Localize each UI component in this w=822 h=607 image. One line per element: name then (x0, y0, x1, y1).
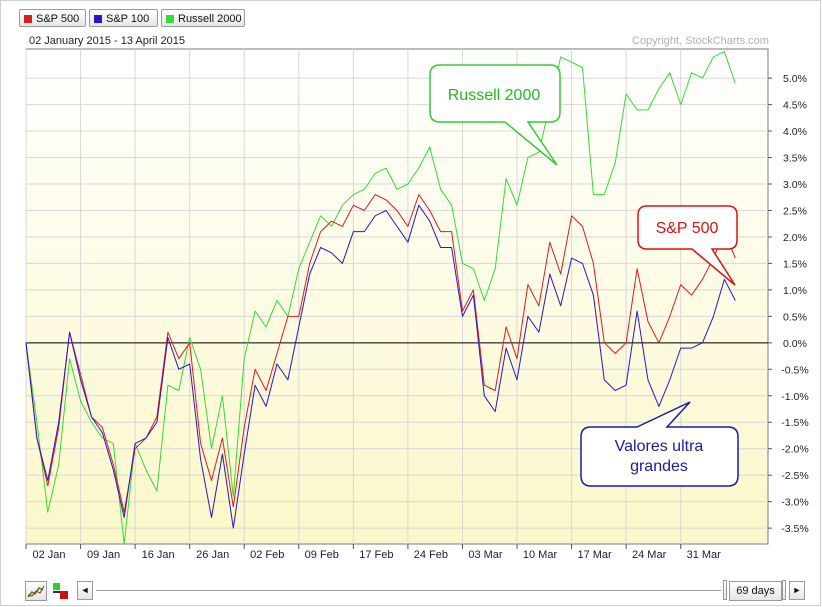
copyright-label: Copyright, StockCharts.com (632, 35, 769, 47)
x-tick-label: 09 Jan (87, 549, 120, 561)
legend-russell2000-button[interactable]: Russell 2000 (161, 9, 245, 27)
valores-callout: Valores ultra grandes (580, 401, 739, 487)
x-tick-label: 02 Feb (250, 549, 284, 561)
sp500-color-swatch (24, 15, 32, 23)
x-tick-label: 10 Mar (523, 549, 558, 561)
y-tick-label: 3.0% (783, 179, 807, 191)
x-tick-label: 16 Jan (142, 549, 175, 561)
legend-russell2000-label: Russell 2000 (178, 13, 242, 25)
y-tick-label: 1.5% (783, 258, 807, 270)
sp100-color-swatch (94, 15, 102, 23)
y-tick-label: 5.0% (783, 73, 807, 85)
line-chart: 5.0% 4.5% 4.0% 3.5% 3.0% 2.5% 2.0% 1.5% 1.0% 0.5%… (25, 48, 809, 561)
scrollbar-handle-left[interactable] (723, 580, 727, 600)
y-tick-label: -3.0% (781, 497, 808, 509)
y-tick-label: -0.5% (781, 364, 808, 376)
y-tick-label: -2.5% (781, 470, 808, 482)
date-scrollbar-track[interactable] (96, 590, 721, 591)
x-tick-label: 02 Jan (32, 549, 65, 561)
y-tick-label: 4.5% (783, 100, 807, 112)
y-tick-label: -3.5% (781, 523, 808, 535)
russell2000-callout: Russell 2000 (429, 64, 561, 166)
y-axis: 5.0% 4.5% 4.0% 3.5% 3.0% 2.5% 2.0% 1.5% 1.0% 0.5%… (768, 73, 809, 535)
legend-sp500-label: S&P 500 (36, 13, 80, 25)
scroll-left-button[interactable]: ◄ (77, 581, 93, 600)
x-tick-label: 31 Mar (687, 549, 722, 561)
line-chart-icon (27, 585, 45, 598)
y-tick-label: -1.0% (781, 391, 808, 403)
russell2000-callout-text: Russell 2000 (448, 87, 541, 104)
x-tick-label: 03 Mar (468, 549, 503, 561)
russell2000-callout-bubble (429, 64, 561, 166)
legend-sp100-label: S&P 100 (106, 13, 150, 25)
y-tick-label: 2.0% (783, 232, 807, 244)
x-tick-label: 17 Feb (359, 549, 393, 561)
sp500-callout: S&P 500 (637, 205, 738, 286)
y-tick-label: -1.5% (781, 417, 808, 429)
x-tick-label: 24 Mar (632, 549, 667, 561)
series-line-s-p-500 (25, 194, 736, 513)
chart-type-button[interactable] (25, 581, 47, 601)
scrollbar-handle-right[interactable] (782, 580, 786, 600)
y-tick-label: 4.0% (783, 126, 807, 138)
sp500-callout-bubble (637, 205, 738, 286)
days-range-label[interactable]: 69 days (729, 581, 782, 601)
x-tick-label: 26 Jan (196, 549, 229, 561)
y-tick-label: 0.5% (783, 311, 807, 323)
series-layer (25, 51, 736, 545)
bottom-toolbar: ◄ 69 days ► (0, 574, 821, 606)
series-line-s-p-100 (25, 204, 736, 529)
color-swatch-icon[interactable] (51, 581, 71, 601)
russell2000-color-swatch (166, 15, 174, 23)
legend-sp500-button[interactable]: S&P 500 (19, 9, 86, 27)
scroll-right-button[interactable]: ► (789, 581, 805, 600)
x-axis: 02 Jan 09 Jan 16 Jan 26 Jan 02 Feb 09 Feb 17 F… (25, 544, 722, 561)
y-tick-label: -2.0% (781, 444, 808, 456)
x-tick-label: 17 Mar (577, 549, 612, 561)
series-line-russell-2000 (25, 51, 736, 545)
x-tick-label: 24 Feb (414, 549, 448, 561)
date-range-label: 02 January 2015 - 13 April 2015 (29, 35, 185, 47)
y-tick-label: 1.0% (783, 285, 807, 297)
x-tick-label: 09 Feb (305, 549, 339, 561)
legend-sp100-button[interactable]: S&P 100 (89, 9, 158, 27)
sp500-callout-text: S&P 500 (656, 220, 719, 237)
y-tick-label: 0.0% (783, 338, 807, 350)
valores-callout-text: Valores ultra grandes (615, 438, 704, 475)
valores-callout-bubble (580, 401, 739, 487)
y-tick-label: 2.5% (783, 205, 807, 217)
y-tick-label: 3.5% (783, 153, 807, 165)
